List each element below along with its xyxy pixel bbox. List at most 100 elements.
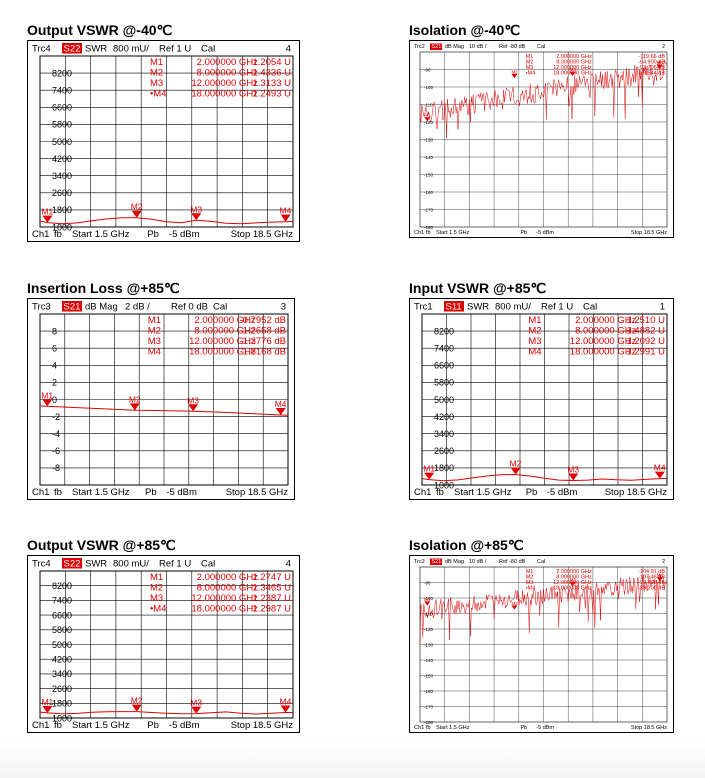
vna-plot: Trc4 S22 SWR 800 mU/Ref 1 U Cal 4 8200 7400 6600… [32, 43, 294, 240]
y-tick-label: 4200 [52, 154, 72, 164]
cal-label: Cal [583, 302, 597, 313]
vna-plot: Trc3 S21 dB Mag 2 dB / Ref 0 dB Cal 3 8 6 4 2 0 -2 -4… [32, 301, 289, 498]
footer-channel: Ch1 [32, 720, 49, 731]
footer-stop: Stop 18.5 GHz [605, 487, 668, 498]
marker-name: •M4 [150, 604, 167, 615]
channel-number: 4 [286, 559, 291, 570]
y-tick-label: -100 [424, 85, 434, 90]
y-tick-label: 1000 [52, 713, 72, 723]
y-tick-label: 8200 [434, 326, 454, 336]
footer-pb: Pb [147, 720, 159, 731]
footer-pb: Pb [145, 487, 157, 498]
scale-label: 800 mU/ [113, 559, 149, 570]
scope-screen: Trc4 S22 SWR 800 mU/Ref 1 U Cal 4 8200 7400 6600… [27, 40, 300, 242]
footer-power: -5 dBm [536, 230, 554, 236]
y-tick-label: -150 [424, 172, 434, 177]
param-badge-bg [62, 301, 82, 312]
y-tick-label: -100 [424, 596, 434, 601]
marker-freq: 12.000000 GHz [553, 580, 592, 586]
marker-triangle [191, 213, 202, 221]
marker-name: M2 [528, 326, 541, 337]
marker-triangle [511, 73, 518, 79]
param-badge: S22 [64, 44, 81, 55]
y-tick-label: 8200 [52, 581, 72, 591]
marker-name: M4 [148, 347, 161, 358]
y-tick-label: 4200 [434, 412, 454, 422]
y-tick-label: -110 [424, 611, 433, 616]
footer-stop: Stop 18.5 GHz [231, 720, 294, 731]
vna-plot: Trc2 S21 dB Mag 10 dB / Ref -80 dB Cal 2 -90 -10… [414, 558, 668, 731]
marker-triangle [656, 577, 663, 582]
marker-triangle [510, 467, 521, 475]
footer-pb: Pb [147, 229, 159, 240]
marker-value: 1.2987 U [252, 604, 291, 615]
y-tick-label: 0 [52, 395, 57, 405]
marker-triangle [275, 408, 286, 416]
format-label: SWR [85, 559, 107, 570]
scope-screen: Trc2 S21 dB Mag 10 dB / Ref -80 dB Cal 2 -90 -10… [409, 555, 674, 733]
marker-name: •M4 [526, 586, 536, 592]
param-badge-bg [430, 43, 442, 50]
marker-label: M1 [424, 597, 431, 602]
marker-label: M1 [41, 390, 53, 400]
marker-freq: 2.000000 GHz [575, 315, 637, 326]
param-badge-bg [430, 558, 442, 565]
y-tick-label: -90 [424, 67, 431, 72]
marker-freq: 8.000000 GHz [194, 326, 256, 337]
y-tick-label: -6 [52, 446, 60, 456]
y-tick-label: -110 [424, 102, 433, 107]
marker-triangle [569, 71, 576, 76]
y-tick-label: 1000 [52, 222, 72, 232]
marker-triangle [654, 471, 665, 479]
footer-fb: fb [54, 487, 62, 498]
y-tick-label: -4 [52, 429, 60, 439]
marker-freq: 2.000000 GHz [194, 315, 256, 326]
marker-freq: 8.000000 GHz [556, 60, 592, 66]
cal-label: Cal [201, 44, 215, 55]
y-tick-label: 2 [52, 378, 57, 388]
marker-triangle [280, 214, 291, 222]
param-badge-bg [62, 43, 82, 54]
marker-value: 1.2387 U [252, 593, 291, 604]
y-tick-label: 4200 [52, 655, 72, 665]
marker-name: M2 [526, 575, 534, 581]
footer-start: Start 1.5 GHz [72, 720, 130, 731]
channel-number: 4 [286, 44, 291, 55]
y-tick-label: 3400 [434, 429, 454, 439]
marker-freq: 12.000000 GHz [553, 65, 592, 71]
y-tick-label: -90 [424, 580, 431, 585]
y-tick-label: 7400 [52, 86, 72, 96]
marker-name: M2 [150, 583, 163, 594]
y-tick-label: 5800 [52, 120, 72, 130]
format-label: SWR [85, 44, 107, 55]
footer-start: Start 1.5 GHz [436, 230, 470, 236]
marker-value: -92.496 dB [638, 580, 665, 586]
vna-plot: Trc1 S11 SWR 800 mU/Ref 1 U Cal 1 8200 7400 6600… [414, 301, 668, 498]
scope-screen: Trc2 S21 dB Mag 10 dB / Ref -80 dB Cal 2 -90 -10… [409, 40, 674, 238]
panel-title: Output VSWR @-40℃ [27, 22, 173, 38]
format-label: SWR [467, 302, 489, 313]
marker-name: M3 [150, 78, 163, 89]
param-badge: S22 [64, 559, 81, 570]
y-tick-label: -160 [424, 689, 434, 694]
param-badge-bg [444, 301, 464, 312]
y-tick-label: -130 [424, 137, 434, 142]
y-tick-label: 6600 [434, 361, 454, 371]
marker-label: M3 [570, 67, 577, 72]
marker-name: M1 [528, 315, 541, 326]
marker-freq: 8.000000 GHz [556, 575, 592, 581]
footer-start: Start 1.5 GHz [72, 229, 130, 240]
y-tick-label: 1000 [434, 480, 454, 490]
cal-label: Cal [537, 44, 545, 50]
panel-title: Insertion Loss @+85℃ [27, 280, 180, 296]
marker-freq: 18.000000 GHz [553, 586, 592, 592]
y-tick-label: -120 [424, 627, 434, 632]
footer-channel: Ch1 [414, 725, 424, 731]
marker-triangle [511, 605, 518, 610]
ref-label: Ref -80 dB [499, 44, 526, 50]
marker-triangle [280, 705, 291, 713]
footer-channel: Ch1 [414, 230, 424, 236]
marker-triangle [42, 705, 53, 713]
marker-label: M3 [567, 465, 579, 475]
format-label: dB Mag [445, 44, 464, 50]
